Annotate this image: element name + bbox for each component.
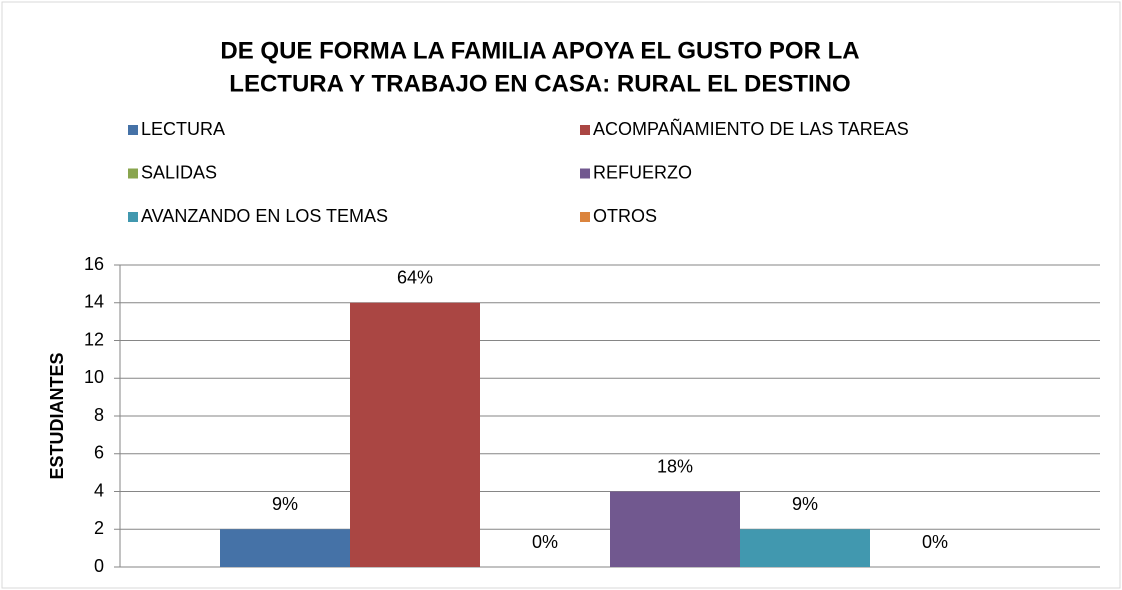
- legend-label: AVANZANDO EN LOS TEMAS: [141, 206, 388, 226]
- chart-title: LECTURA Y TRABAJO EN CASA: RURAL EL DEST…: [229, 70, 850, 97]
- y-tick-label: 6: [94, 443, 104, 463]
- y-tick-label: 4: [94, 480, 104, 500]
- bar: [740, 529, 870, 567]
- legend-label: SALIDAS: [141, 162, 217, 182]
- legend-label: ACOMPAÑAMIENTO DE LAS TAREAS: [593, 118, 909, 139]
- legend-swatch: [128, 125, 138, 135]
- value-label: 0%: [532, 532, 558, 552]
- value-label: 9%: [792, 494, 818, 514]
- chart-title: DE QUE FORMA LA FAMILIA APOYA EL GUSTO P…: [220, 37, 859, 64]
- bar: [610, 491, 740, 567]
- legend-label: REFUERZO: [593, 162, 692, 182]
- y-tick-label: 12: [84, 329, 104, 349]
- value-label: 18%: [657, 456, 693, 476]
- y-tick-label: 8: [94, 405, 104, 425]
- y-axis-label: ESTUDIANTES: [47, 352, 67, 479]
- legend-swatch: [580, 168, 590, 179]
- bar: [220, 529, 350, 567]
- bar: [350, 302, 480, 567]
- legend-swatch: [580, 212, 590, 222]
- legend-swatch: [128, 168, 138, 179]
- y-tick-label: 0: [94, 556, 104, 576]
- value-label: 9%: [272, 494, 298, 514]
- value-label: 0%: [922, 532, 948, 552]
- value-label: 64%: [397, 268, 433, 288]
- y-tick-label: 10: [84, 367, 104, 387]
- legend-label: OTROS: [593, 206, 657, 226]
- y-tick-label: 14: [84, 292, 104, 312]
- y-tick-label: 2: [94, 518, 104, 538]
- y-tick-label: 16: [84, 254, 104, 274]
- legend-label: LECTURA: [141, 119, 225, 139]
- legend-swatch: [128, 212, 138, 222]
- legend-swatch: [580, 125, 590, 135]
